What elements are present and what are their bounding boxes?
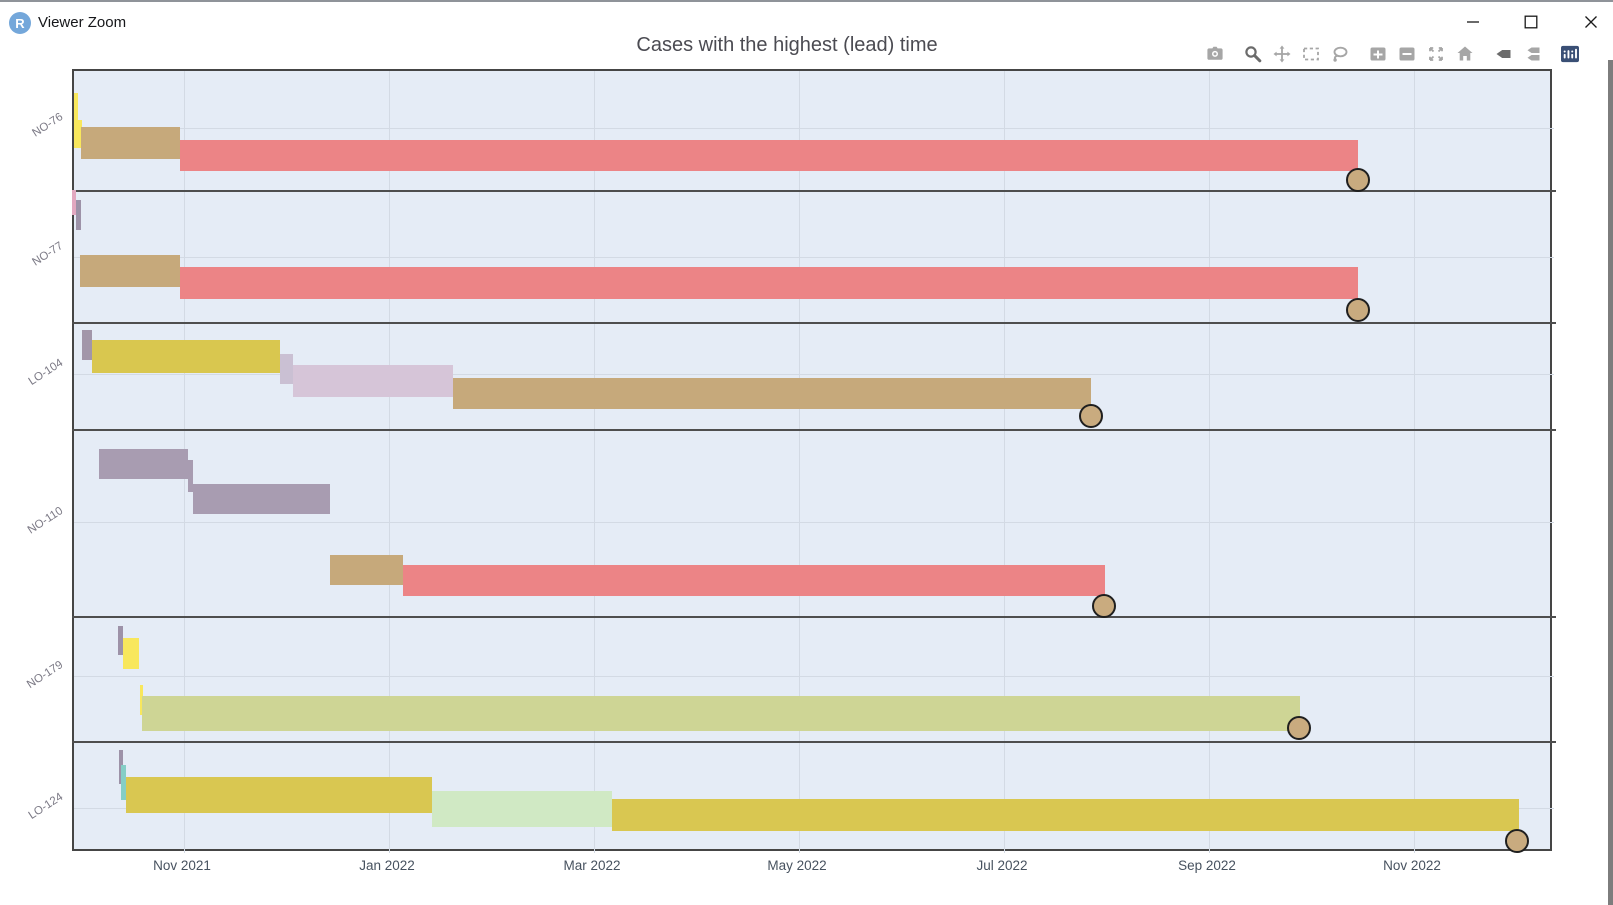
plotly-logo-icon[interactable] (1561, 45, 1579, 63)
gridline-y (74, 522, 1554, 523)
gridline-y (74, 257, 1554, 258)
row-separator (72, 429, 1556, 431)
hover-compare-icon[interactable] (1523, 45, 1541, 63)
pan-icon[interactable] (1273, 45, 1291, 63)
zoom-out-icon[interactable] (1398, 45, 1416, 63)
maximize-button[interactable] (1514, 7, 1548, 37)
row-separator (72, 616, 1556, 618)
gantt-bar[interactable] (193, 484, 330, 514)
y-tick-label: LO-124 (26, 790, 66, 822)
gantt-bar[interactable] (92, 340, 280, 373)
gantt-bar[interactable] (453, 378, 1091, 409)
gantt-bar[interactable] (403, 565, 1105, 596)
titlebar: R Viewer Zoom (0, 0, 1613, 42)
close-button[interactable] (1574, 7, 1608, 37)
case-end-marker[interactable] (1505, 829, 1529, 853)
row-separator (72, 741, 1556, 743)
box-select-icon[interactable] (1302, 45, 1320, 63)
plotly-modebar (1195, 44, 1579, 64)
gridline-y (74, 128, 1554, 129)
gantt-bar[interactable] (121, 765, 126, 800)
window-title: Viewer Zoom (38, 14, 127, 31)
case-end-marker[interactable] (1079, 404, 1103, 428)
gantt-bar[interactable] (280, 354, 293, 384)
lasso-select-icon[interactable] (1331, 45, 1349, 63)
case-end-marker[interactable] (1346, 298, 1370, 322)
case-end-marker[interactable] (1092, 594, 1116, 618)
camera-icon[interactable] (1206, 45, 1224, 63)
gridline-x (799, 71, 800, 853)
gridline-y (74, 676, 1554, 677)
gantt-bar[interactable] (123, 638, 139, 669)
gantt-bar[interactable] (612, 799, 1519, 831)
y-tick-label: NO-179 (24, 658, 66, 691)
row-separator (72, 190, 1556, 192)
minimize-button[interactable] (1456, 7, 1490, 37)
hover-closest-icon[interactable] (1494, 45, 1512, 63)
gantt-bar[interactable] (142, 696, 1300, 731)
zoom-icon[interactable] (1244, 45, 1262, 63)
gantt-bar[interactable] (140, 685, 143, 715)
x-tick-label: Mar 2022 (563, 858, 621, 873)
gridline-x (594, 71, 595, 853)
gantt-bar[interactable] (180, 267, 1358, 299)
gantt-bar[interactable] (76, 200, 81, 230)
gridline-x (1004, 71, 1005, 853)
chart-title: Cases with the highest (lead) time (636, 34, 938, 56)
gantt-bar[interactable] (180, 140, 1358, 171)
gridline-y (74, 374, 1554, 375)
r-logo-icon: R (9, 12, 31, 34)
reset-axes-icon[interactable] (1456, 45, 1474, 63)
y-tick-label: NO-76 (30, 110, 66, 140)
plot-area[interactable] (72, 69, 1556, 853)
gantt-bar[interactable] (82, 330, 92, 360)
gantt-bar[interactable] (80, 255, 180, 287)
case-end-marker[interactable] (1287, 716, 1311, 740)
row-separator (72, 322, 1556, 324)
y-tick-label: LO-104 (26, 356, 66, 388)
gridline-x (1414, 71, 1415, 853)
gridline-x (389, 71, 390, 853)
autoscale-icon[interactable] (1427, 45, 1445, 63)
x-tick-label: Jan 2022 (359, 858, 415, 873)
case-end-marker[interactable] (1346, 168, 1370, 192)
gantt-bar[interactable] (74, 120, 82, 148)
gantt-bar[interactable] (99, 449, 188, 479)
x-tick-label: Sep 2022 (1178, 858, 1236, 873)
gantt-bar[interactable] (74, 93, 78, 120)
gantt-bar[interactable] (126, 777, 432, 813)
window-right-edge (1608, 60, 1613, 905)
y-tick-label: NO-77 (30, 239, 66, 269)
x-tick-label: May 2022 (767, 858, 827, 873)
gantt-bar[interactable] (81, 127, 180, 159)
gantt-bar[interactable] (188, 460, 193, 492)
gantt-bar[interactable] (72, 190, 76, 215)
x-tick-label: Nov 2022 (1383, 858, 1441, 873)
zoom-in-icon[interactable] (1369, 45, 1387, 63)
gantt-bar[interactable] (293, 365, 453, 397)
y-tick-label: NO-110 (25, 504, 66, 537)
x-tick-label: Nov 2021 (153, 858, 211, 873)
gantt-bar[interactable] (330, 555, 403, 585)
x-tick-label: Jul 2022 (976, 858, 1028, 873)
gridline-x (1209, 71, 1210, 853)
gantt-bar[interactable] (432, 791, 612, 827)
gantt-bar[interactable] (118, 626, 123, 655)
